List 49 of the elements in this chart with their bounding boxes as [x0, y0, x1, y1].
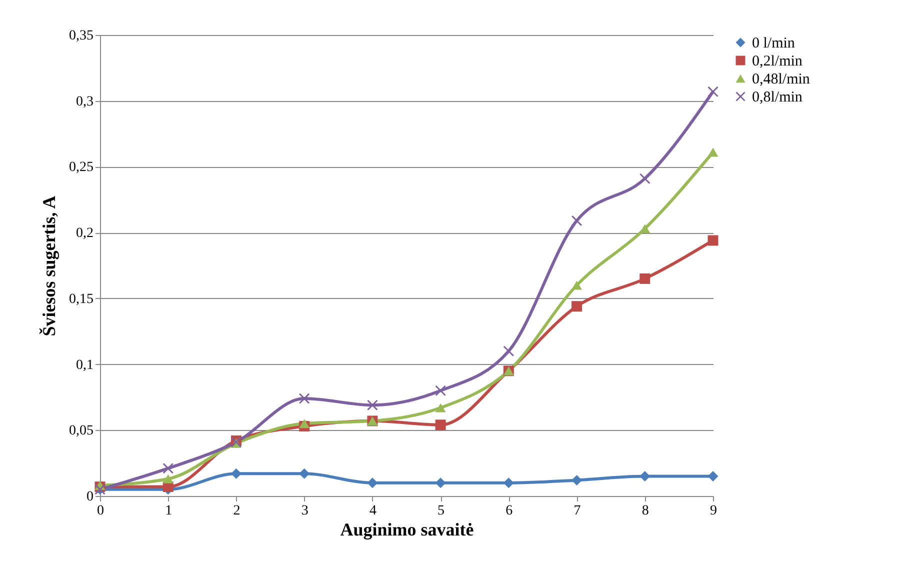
- point: [708, 148, 718, 157]
- y-tick-label: 0,35: [69, 28, 94, 44]
- x-tick-label: 0: [97, 504, 104, 518]
- legend-label: 0 l/min: [752, 36, 796, 52]
- point: [299, 419, 310, 428]
- point: [435, 478, 446, 488]
- point: [640, 173, 650, 184]
- y-tick-label: 0: [86, 490, 94, 504]
- x-tick-label: 7: [574, 504, 581, 518]
- y-tick-label: 0,25: [69, 160, 94, 176]
- x-tick-label: 3: [301, 504, 308, 518]
- legend-label: 0,2l/min: [752, 54, 803, 70]
- point: [640, 471, 650, 482]
- point: [299, 393, 310, 404]
- point: [503, 478, 514, 488]
- point: [640, 273, 650, 284]
- point: [572, 280, 582, 290]
- x-tick-label: 2: [233, 504, 240, 518]
- y-tick-label: 0,2: [76, 226, 94, 242]
- legend-label: 0,8l/min: [752, 90, 803, 106]
- y-tick-label: 0,15: [69, 292, 94, 307]
- point: [708, 86, 718, 97]
- point: [299, 468, 310, 479]
- y-tick-label: 0,05: [69, 424, 94, 439]
- y-tick-label: 0,3: [76, 94, 94, 110]
- x-tick-label: 8: [642, 504, 649, 518]
- x-tick-label: 5: [438, 504, 445, 518]
- point: [162, 474, 174, 484]
- point: [708, 235, 718, 246]
- y-axis-title: Šviesos sugertis, A: [39, 196, 59, 336]
- x-tick-label: 4: [369, 504, 376, 518]
- point: [435, 403, 446, 412]
- x-axis-title: Auginimo savaitė: [340, 520, 474, 540]
- point: [435, 420, 446, 430]
- point: [708, 471, 718, 482]
- point: [162, 463, 174, 474]
- point: [572, 301, 582, 312]
- y-tick-label: 0,1: [76, 358, 94, 373]
- point: [367, 478, 378, 488]
- x-tick-label: 1: [165, 504, 172, 518]
- point: [572, 215, 582, 226]
- point: [435, 385, 446, 396]
- legend-label: 0,48l/min: [752, 72, 810, 88]
- point: [503, 346, 514, 356]
- x-tick-label: 6: [506, 504, 513, 518]
- point: [572, 474, 582, 486]
- point: [367, 400, 378, 410]
- point: [230, 468, 242, 479]
- x-tick-label: 9: [710, 504, 717, 518]
